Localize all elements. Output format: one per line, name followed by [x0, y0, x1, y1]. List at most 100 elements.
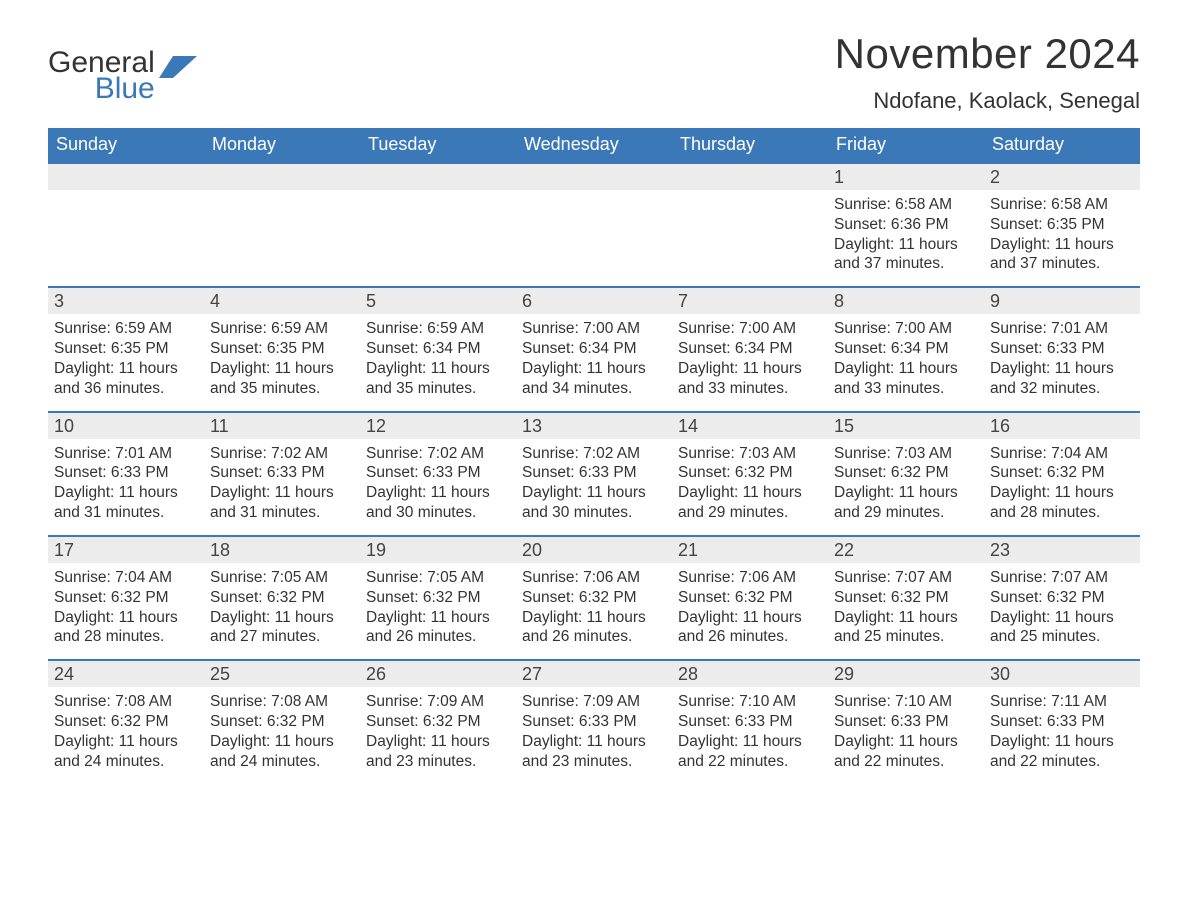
daylight-label: Daylight:: [990, 733, 1055, 750]
sunrise-label: Sunrise:: [522, 320, 583, 337]
day-cell: [516, 162, 672, 286]
sunset-label: Sunset:: [990, 713, 1047, 730]
sunset-line: Sunset: 6:35 PM: [990, 215, 1134, 235]
day-number: 4: [204, 286, 360, 314]
days-of-week-row: SundayMondayTuesdayWednesdayThursdayFrid…: [48, 128, 1140, 162]
sunrise-label: Sunrise:: [366, 693, 427, 710]
day-body: Sunrise: 7:03 AMSunset: 6:32 PMDaylight:…: [828, 439, 984, 535]
day-cell: 12Sunrise: 7:02 AMSunset: 6:33 PMDayligh…: [360, 411, 516, 535]
sunrise-label: Sunrise:: [990, 320, 1051, 337]
day-number: 9: [984, 286, 1140, 314]
sunrise-value: 7:07 AM: [1051, 569, 1108, 586]
sunset-line: Sunset: 6:36 PM: [834, 215, 978, 235]
sunset-line: Sunset: 6:33 PM: [834, 712, 978, 732]
sunset-line: Sunset: 6:33 PM: [990, 712, 1134, 732]
sunset-label: Sunset:: [210, 464, 267, 481]
sunrise-line: Sunrise: 7:07 AM: [990, 568, 1134, 588]
day-cell: [204, 162, 360, 286]
sunset-label: Sunset:: [54, 589, 111, 606]
sunrise-value: 7:09 AM: [427, 693, 484, 710]
sunrise-label: Sunrise:: [834, 693, 895, 710]
sunset-line: Sunset: 6:32 PM: [366, 712, 510, 732]
day-number: 7: [672, 286, 828, 314]
day-body: Sunrise: 7:05 AMSunset: 6:32 PMDaylight:…: [204, 563, 360, 659]
sunrise-label: Sunrise:: [210, 693, 271, 710]
daylight-line: Daylight: 11 hours and 25 minutes.: [834, 608, 978, 648]
sunrise-line: Sunrise: 7:02 AM: [366, 444, 510, 464]
daylight-line: Daylight: 11 hours and 32 minutes.: [990, 359, 1134, 399]
dow-cell: Wednesday: [516, 128, 672, 162]
sunrise-label: Sunrise:: [54, 693, 115, 710]
sunrise-label: Sunrise:: [678, 569, 739, 586]
day-body: Sunrise: 6:58 AMSunset: 6:35 PMDaylight:…: [984, 190, 1140, 286]
sunrise-line: Sunrise: 6:59 AM: [54, 319, 198, 339]
sunset-line: Sunset: 6:33 PM: [366, 463, 510, 483]
daylight-label: Daylight:: [522, 484, 587, 501]
sunset-value: 6:33 PM: [423, 464, 481, 481]
sunrise-label: Sunrise:: [54, 569, 115, 586]
daylight-label: Daylight:: [210, 360, 275, 377]
week-row: 10Sunrise: 7:01 AMSunset: 6:33 PMDayligh…: [48, 411, 1140, 535]
sunset-line: Sunset: 6:32 PM: [834, 588, 978, 608]
day-number: 29: [828, 659, 984, 687]
sunrise-line: Sunrise: 7:06 AM: [678, 568, 822, 588]
sunset-label: Sunset:: [990, 216, 1047, 233]
sunset-value: 6:35 PM: [267, 340, 325, 357]
sunset-label: Sunset:: [522, 713, 579, 730]
day-body: Sunrise: 7:00 AMSunset: 6:34 PMDaylight:…: [672, 314, 828, 410]
day-cell: 19Sunrise: 7:05 AMSunset: 6:32 PMDayligh…: [360, 535, 516, 659]
day-cell: 27Sunrise: 7:09 AMSunset: 6:33 PMDayligh…: [516, 659, 672, 783]
dow-cell: Friday: [828, 128, 984, 162]
sunset-line: Sunset: 6:34 PM: [366, 339, 510, 359]
sunrise-line: Sunrise: 7:00 AM: [834, 319, 978, 339]
daylight-label: Daylight:: [54, 609, 119, 626]
sunrise-label: Sunrise:: [990, 569, 1051, 586]
dow-cell: Thursday: [672, 128, 828, 162]
daylight-label: Daylight:: [834, 609, 899, 626]
day-cell: 6Sunrise: 7:00 AMSunset: 6:34 PMDaylight…: [516, 286, 672, 410]
day-cell: 21Sunrise: 7:06 AMSunset: 6:32 PMDayligh…: [672, 535, 828, 659]
dow-cell: Sunday: [48, 128, 204, 162]
sunrise-value: 7:08 AM: [271, 693, 328, 710]
day-cell: 23Sunrise: 7:07 AMSunset: 6:32 PMDayligh…: [984, 535, 1140, 659]
daylight-line: Daylight: 11 hours and 29 minutes.: [678, 483, 822, 523]
sunset-label: Sunset:: [54, 464, 111, 481]
day-number: 25: [204, 659, 360, 687]
sunrise-value: 7:10 AM: [895, 693, 952, 710]
day-cell: 16Sunrise: 7:04 AMSunset: 6:32 PMDayligh…: [984, 411, 1140, 535]
sunrise-line: Sunrise: 6:59 AM: [366, 319, 510, 339]
day-number: 5: [360, 286, 516, 314]
sunset-label: Sunset:: [990, 589, 1047, 606]
sunset-value: 6:32 PM: [267, 589, 325, 606]
sunrise-line: Sunrise: 7:05 AM: [366, 568, 510, 588]
page-title: November 2024: [835, 30, 1140, 78]
daylight-label: Daylight:: [678, 484, 743, 501]
day-body: Sunrise: 6:59 AMSunset: 6:35 PMDaylight:…: [48, 314, 204, 410]
day-cell: 1Sunrise: 6:58 AMSunset: 6:36 PMDaylight…: [828, 162, 984, 286]
daylight-label: Daylight:: [210, 733, 275, 750]
sunrise-line: Sunrise: 7:10 AM: [834, 692, 978, 712]
sunrise-value: 6:59 AM: [427, 320, 484, 337]
daylight-label: Daylight:: [834, 484, 899, 501]
day-number: 17: [48, 535, 204, 563]
sunset-line: Sunset: 6:32 PM: [54, 588, 198, 608]
sunrise-label: Sunrise:: [834, 196, 895, 213]
sunrise-line: Sunrise: 7:07 AM: [834, 568, 978, 588]
sunset-label: Sunset:: [210, 713, 267, 730]
daylight-line: Daylight: 11 hours and 36 minutes.: [54, 359, 198, 399]
daylight-line: Daylight: 11 hours and 34 minutes.: [522, 359, 666, 399]
daylight-label: Daylight:: [54, 360, 119, 377]
flag-icon: [159, 56, 197, 83]
sunset-value: 6:33 PM: [579, 713, 637, 730]
day-number: 8: [828, 286, 984, 314]
sunrise-line: Sunrise: 7:02 AM: [522, 444, 666, 464]
day-number: 23: [984, 535, 1140, 563]
day-cell: 26Sunrise: 7:09 AMSunset: 6:32 PMDayligh…: [360, 659, 516, 783]
sunset-line: Sunset: 6:32 PM: [678, 463, 822, 483]
sunrise-value: 7:04 AM: [1051, 445, 1108, 462]
sunset-line: Sunset: 6:35 PM: [54, 339, 198, 359]
daylight-label: Daylight:: [990, 484, 1055, 501]
daylight-label: Daylight:: [210, 609, 275, 626]
sunset-label: Sunset:: [678, 340, 735, 357]
sunset-line: Sunset: 6:33 PM: [210, 463, 354, 483]
